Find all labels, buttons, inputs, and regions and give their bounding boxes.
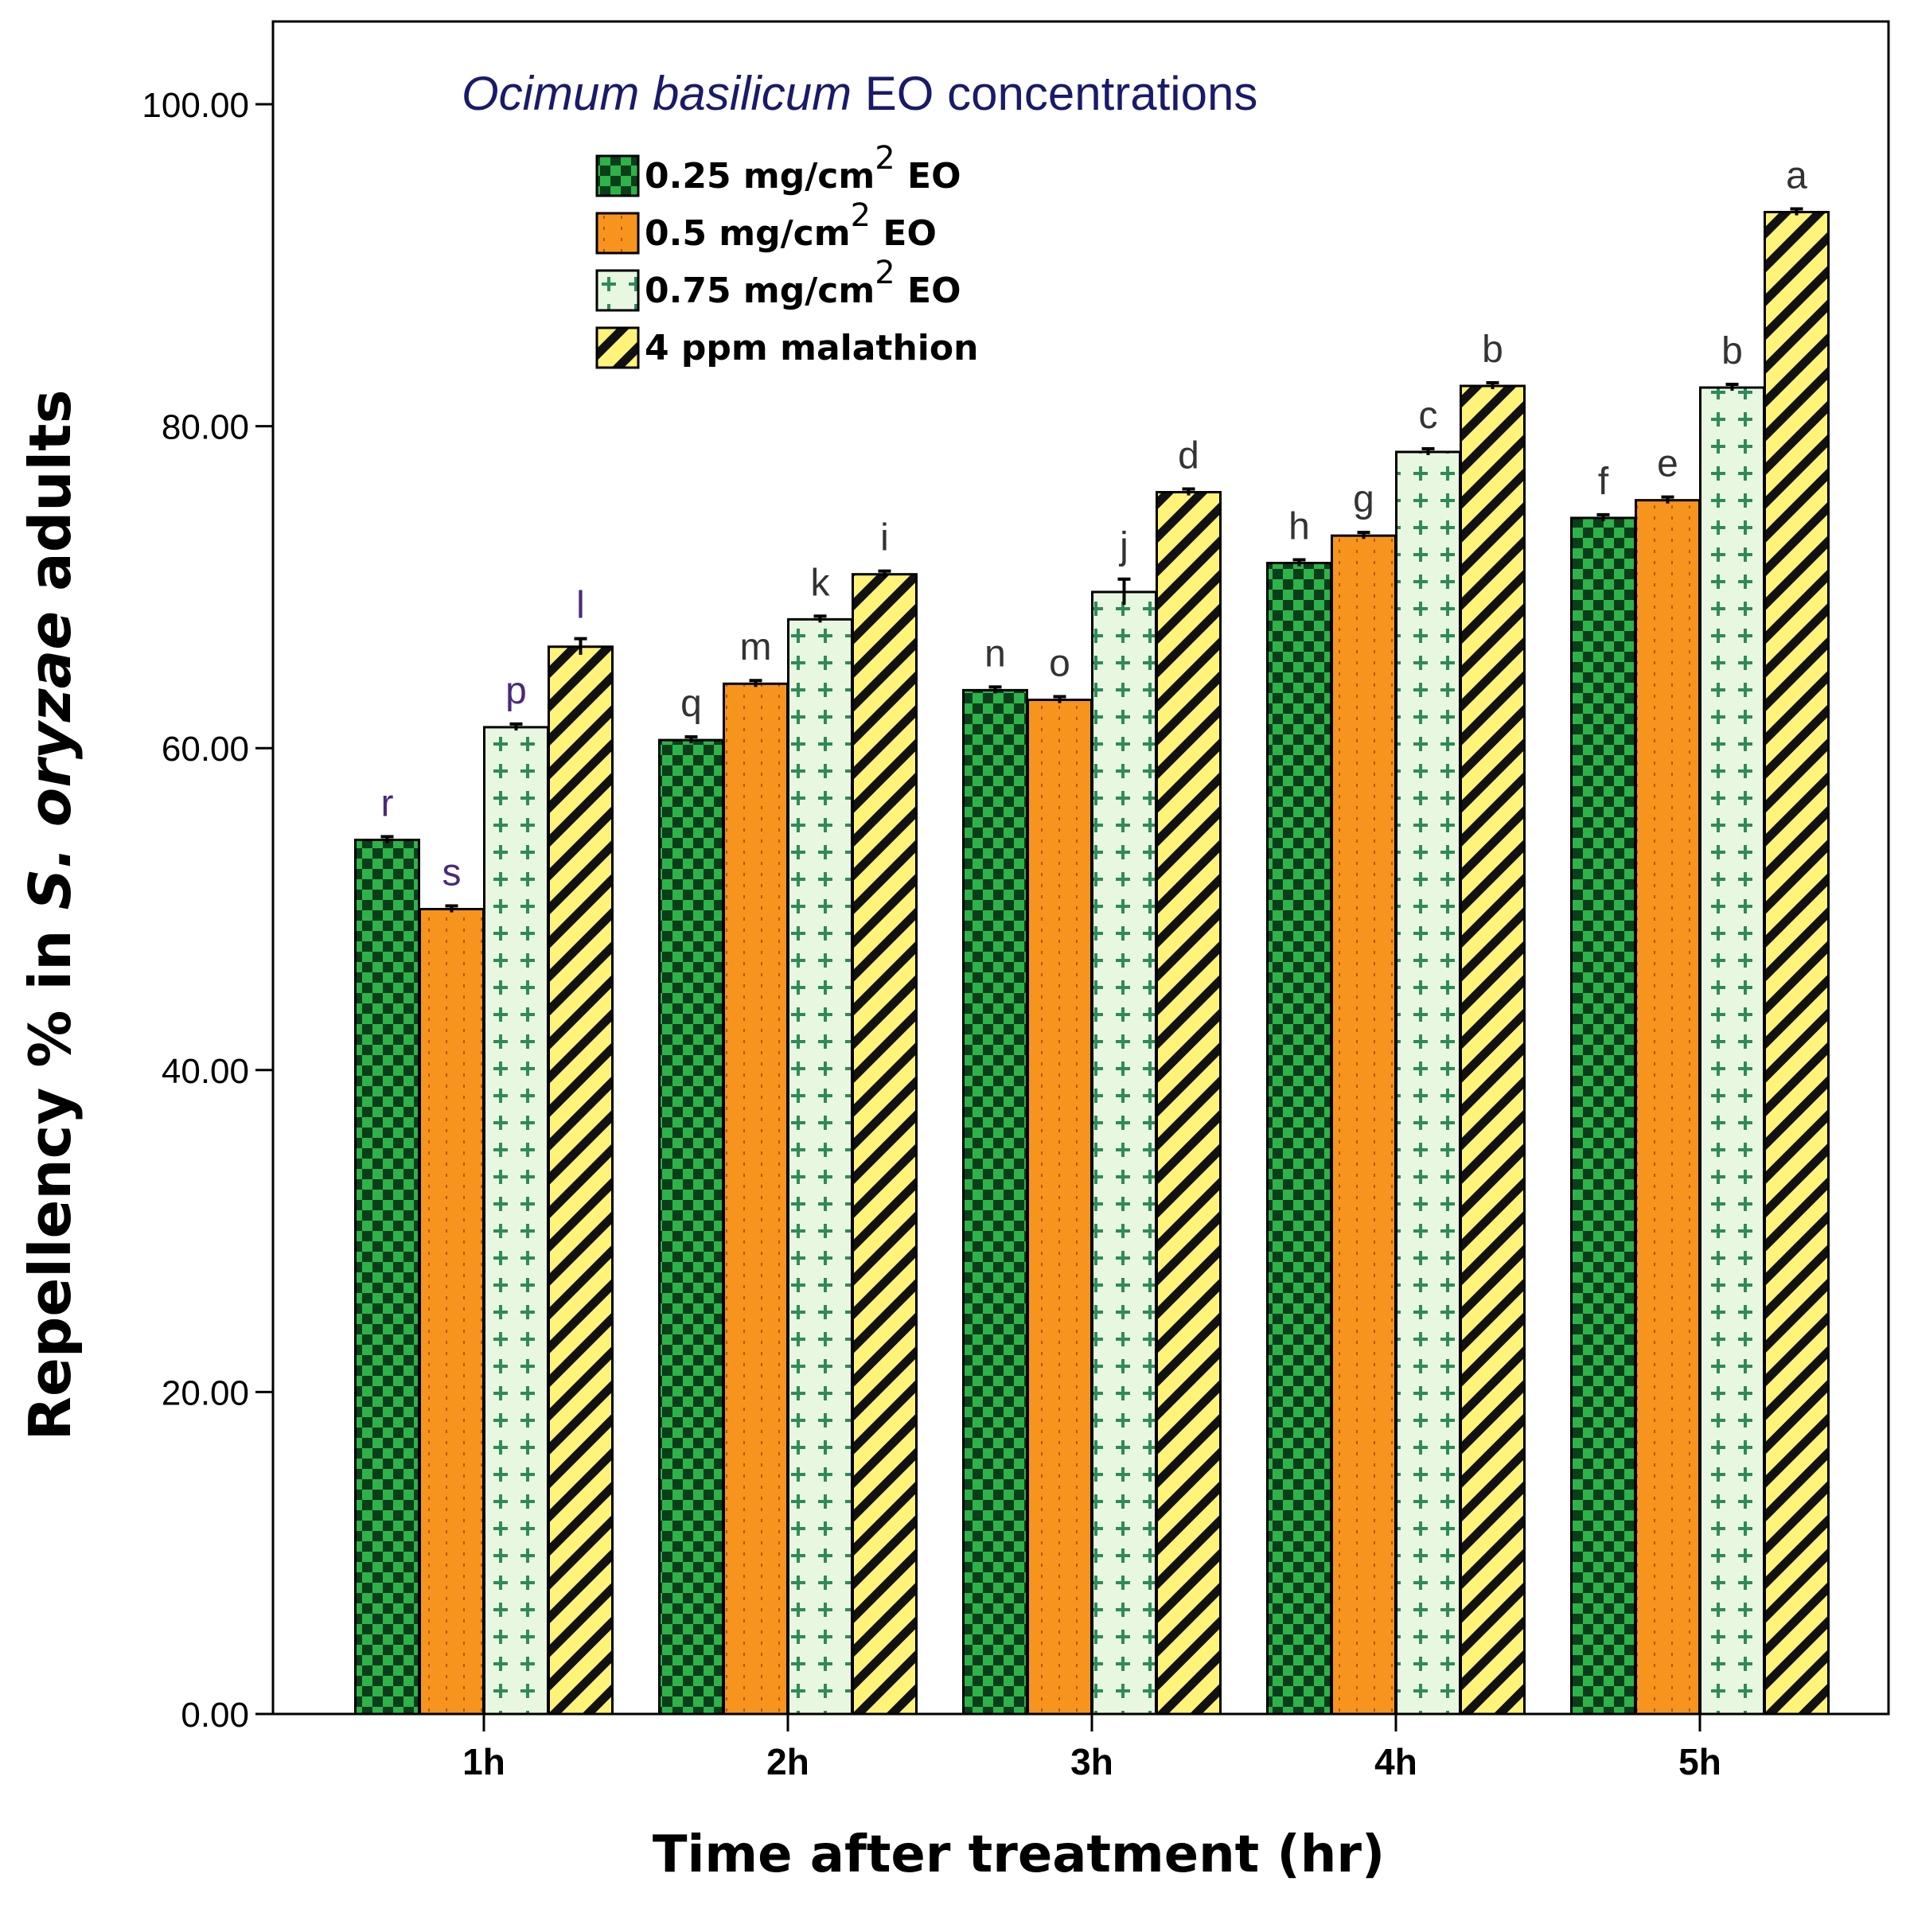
legend: Ocimum basilicum EO concentrations 0.25 … (462, 67, 1257, 369)
legend-title-rest: EO concentrations (852, 67, 1257, 120)
legend-swatch-2 (595, 212, 640, 255)
legend-label-end: EO (895, 156, 961, 197)
bar-4h-series-1 (1266, 562, 1332, 1716)
y-axis-title: Repellency % in S. oryzae adults (17, 390, 84, 1441)
bar-3h-series-4 (1156, 491, 1222, 1716)
bar-5h-series-1 (1570, 516, 1636, 1716)
significance-letter: h (1288, 506, 1310, 548)
legend-label-main: 0.75 mg/cm (645, 271, 875, 311)
bar-1h-series-1 (354, 839, 420, 1716)
significance-letter: g (1353, 478, 1374, 520)
significance-letter: o (1049, 642, 1070, 684)
error-bars-group (380, 207, 1803, 913)
legend-label-end: EO (871, 213, 937, 254)
y-tick-label: 20.00 (162, 1373, 249, 1412)
bar-3h-series-2 (1027, 699, 1093, 1716)
x-tick-label: 2h (766, 1741, 809, 1782)
bar-4h-series-4 (1460, 384, 1526, 1716)
significance-letter: r (381, 782, 394, 824)
significance-letter: k (811, 562, 831, 604)
bar-2h-series-4 (852, 573, 918, 1716)
bar-3h-series-3 (1091, 590, 1157, 1716)
significance-letter: s (442, 851, 462, 894)
legend-label-4: 4 ppm malathion (645, 328, 978, 368)
x-tick-label: 4h (1374, 1741, 1417, 1782)
bar-1h-series-3 (483, 726, 549, 1716)
significance-letter: m (740, 626, 772, 668)
legend-label-main: 0.25 mg/cm (645, 156, 875, 197)
y-axis-title-suffix: adults (17, 390, 84, 611)
y-tick-label: 0.00 (181, 1696, 249, 1735)
bar-5h-series-2 (1635, 499, 1701, 1716)
significance-letter: b (1721, 330, 1743, 372)
significance-letter: j (1118, 525, 1128, 567)
bar-3h-series-1 (962, 688, 1028, 1716)
legend-label-main: 4 ppm malathion (645, 328, 978, 368)
legend-title-species: Ocimum basilicum (462, 67, 852, 120)
legend-label-superscript: 2 (875, 140, 895, 177)
significance-letter: d (1178, 434, 1199, 477)
legend-swatch-4 (595, 326, 640, 369)
y-tick-label: 60.00 (162, 730, 249, 769)
bar-1h-series-2 (419, 908, 485, 1716)
x-tick-label: 5h (1678, 1741, 1721, 1782)
x-axis-ticks: 1h 2h 3h 4h 5h (462, 1714, 1721, 1782)
legend-label-2: 0.5 mg/cm2 EO (645, 197, 937, 254)
legend-label-1: 0.25 mg/cm2 EO (645, 140, 961, 197)
bar-2h-series-3 (787, 617, 853, 1716)
bar-2h-series-2 (723, 682, 789, 1716)
x-tick-label: 1h (462, 1741, 505, 1782)
x-axis-title: Time after treatment (hr) (653, 1825, 1385, 1884)
y-tick-label: 80.00 (162, 408, 249, 447)
significance-letter: a (1786, 154, 1807, 197)
significance-letter: c (1419, 395, 1438, 437)
x-tick-label: 3h (1070, 1741, 1113, 1782)
significance-letter: f (1598, 461, 1609, 503)
significance-letters-group: r s p l qmk i n o j d h g c b f e b a (381, 154, 1808, 894)
significance-letter: p (505, 670, 527, 712)
legend-title: Ocimum basilicum EO concentrations (462, 67, 1257, 120)
y-axis-ticks: 0.00 20.00 40.00 60.00 80.00 100.00 (142, 86, 273, 1735)
y-tick-label: 100.00 (142, 86, 249, 125)
significance-letter: e (1657, 443, 1678, 485)
legend-label-3: 0.75 mg/cm2 EO (645, 255, 961, 311)
bar-4h-series-2 (1331, 534, 1397, 1716)
significance-letter: i (880, 517, 889, 559)
significance-letter: q (680, 683, 702, 725)
legend-items: 0.25 mg/cm2 EO0.5 mg/cm2 EO0.75 mg/cm2 E… (595, 140, 978, 369)
legend-label-main: 0.5 mg/cm (645, 213, 851, 254)
legend-swatch-1 (595, 154, 640, 197)
legend-label-superscript: 2 (851, 197, 871, 234)
bar-4h-series-3 (1395, 450, 1461, 1716)
y-axis-title-prefix: Repellency % in (17, 910, 84, 1440)
bar-5h-series-4 (1764, 211, 1830, 1716)
bar-5h-series-3 (1699, 386, 1765, 1716)
legend-label-end: EO (895, 271, 961, 311)
bar-2h-series-1 (658, 738, 724, 1716)
bar-1h-series-4 (548, 645, 614, 1716)
bars-group (354, 211, 1830, 1716)
significance-letter: b (1482, 329, 1503, 371)
y-tick-label: 40.00 (162, 1052, 249, 1091)
legend-label-superscript: 2 (875, 255, 895, 291)
significance-letter: n (984, 633, 1006, 675)
legend-swatch-3 (595, 269, 640, 312)
significance-letter: l (576, 585, 585, 627)
y-axis-title-italic: S. oryzae (17, 611, 84, 910)
